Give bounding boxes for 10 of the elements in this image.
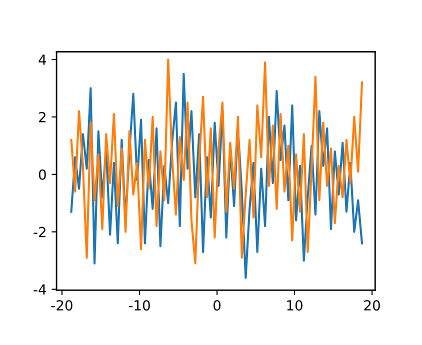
- y-tick-label: -2: [34, 226, 46, 238]
- x-tick-label: 0: [214, 300, 221, 311]
- y-tick-label: 0: [38, 169, 46, 180]
- x-tick-label: 20: [364, 300, 380, 311]
- y-tick-label: 4: [38, 54, 46, 65]
- x-tick-label: -20: [51, 300, 72, 311]
- y-tick-label: -4: [34, 284, 46, 295]
- x-tick-label: -10: [128, 300, 150, 311]
- y-tick-label: 2: [39, 112, 46, 122]
- x-tick-label: 10: [287, 300, 302, 311]
